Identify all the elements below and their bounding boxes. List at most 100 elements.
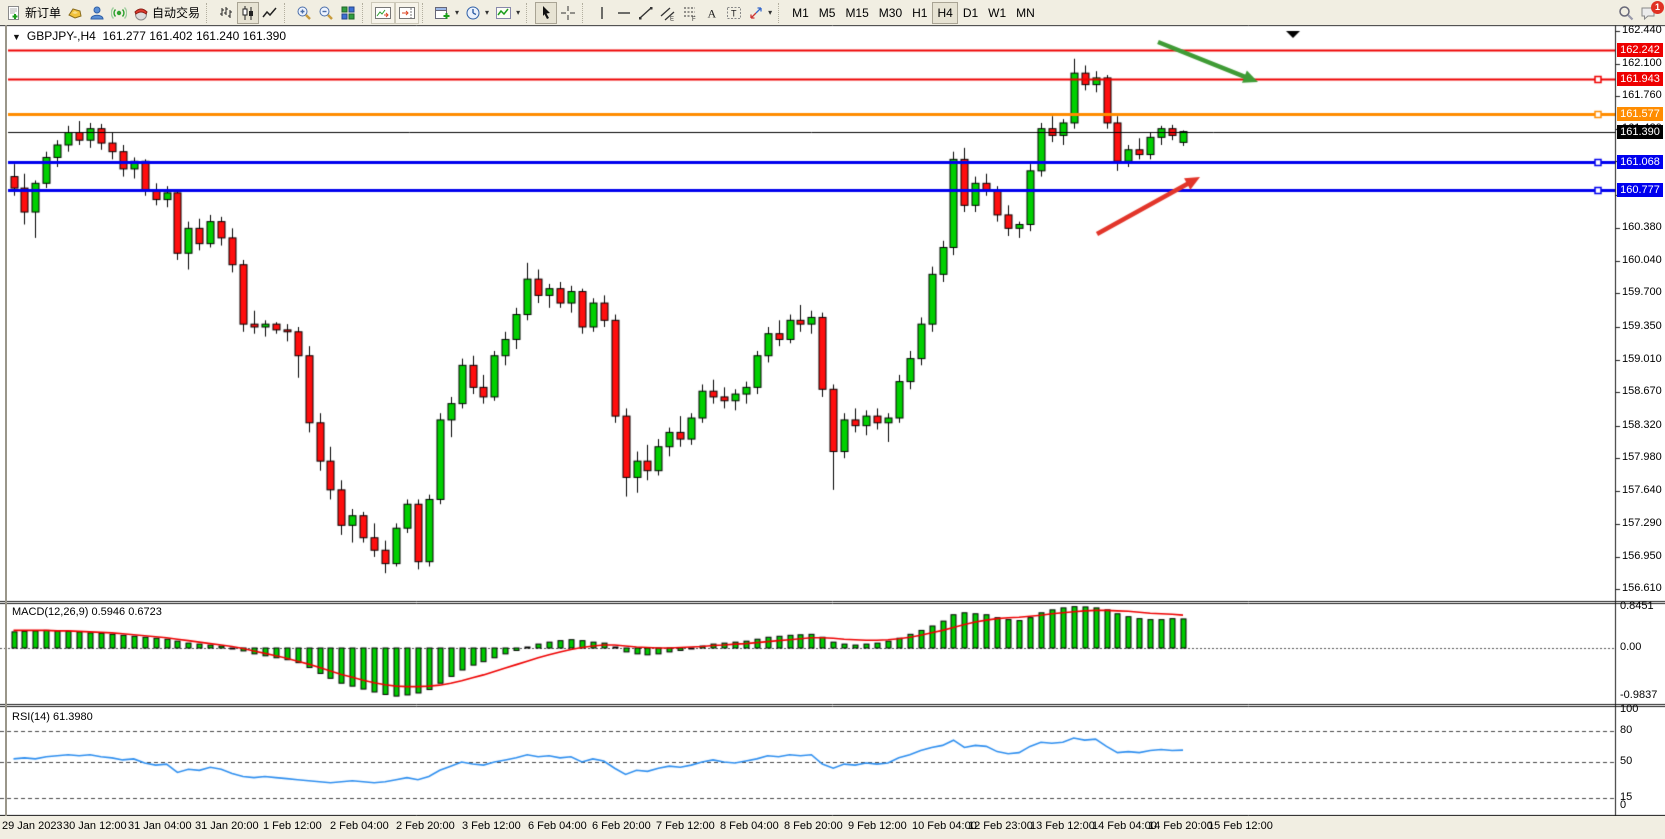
date-label: 9 Feb 12:00 xyxy=(848,820,907,832)
timeframe-m5-button[interactable]: M5 xyxy=(814,2,841,24)
chevron-down-icon: ▾ xyxy=(516,8,521,17)
macd-axis-label: -0.9837 xyxy=(1620,689,1658,702)
price-level-badge: 161.943 xyxy=(1617,71,1663,86)
svg-text:A: A xyxy=(708,6,717,20)
price-tick-label: 159.700 xyxy=(1622,286,1662,299)
autotrading-label: 自动交易 xyxy=(152,6,201,20)
arrows-tool-icon xyxy=(748,5,764,21)
vertical-line-button[interactable] xyxy=(591,2,613,24)
price-tick-label: 157.290 xyxy=(1622,517,1662,530)
signals-button[interactable] xyxy=(108,2,130,24)
tile-windows-button[interactable] xyxy=(337,2,359,24)
cursor-icon xyxy=(538,5,554,21)
auto-scroll-button[interactable] xyxy=(371,1,396,24)
text-button[interactable]: A xyxy=(701,2,723,24)
timeframe-d1-button[interactable]: D1 xyxy=(958,2,983,24)
chart-menu-toggle[interactable]: ▼ xyxy=(12,32,21,42)
date-label: 31 Jan 04:00 xyxy=(128,820,192,832)
svg-text:E: E xyxy=(670,16,674,21)
date-label: 10 Feb 04:00 xyxy=(912,820,977,832)
clock-icon xyxy=(465,5,481,21)
tile-windows-icon xyxy=(340,5,356,21)
date-label: 14 Feb 20:00 xyxy=(1148,820,1213,832)
notifications-button[interactable]: 1 xyxy=(1637,0,1664,24)
price-tick-label: 157.640 xyxy=(1622,483,1662,496)
timeframe-h1-button[interactable]: H1 xyxy=(907,2,932,24)
price-level-badge: 161.068 xyxy=(1617,155,1663,170)
date-label: 2 Feb 04:00 xyxy=(330,820,389,832)
bar-chart-icon xyxy=(218,5,234,21)
signal-icon xyxy=(111,5,128,21)
text-label-button[interactable]: T xyxy=(723,2,745,24)
rsi-axis-label: 100 xyxy=(1620,703,1639,715)
zoom-in-button[interactable] xyxy=(293,2,315,24)
crosshair-button[interactable] xyxy=(557,2,579,24)
text-icon: A xyxy=(704,5,720,21)
rsi-axis-label: 50 xyxy=(1620,755,1633,767)
horizontal-line-button[interactable] xyxy=(613,2,635,24)
new-order-button[interactable]: 新订单 xyxy=(3,2,64,24)
person-icon xyxy=(89,5,105,21)
autotrading-icon xyxy=(133,5,149,21)
new-chart-icon xyxy=(434,5,451,21)
bar-chart-button[interactable] xyxy=(215,2,237,24)
indicators-button[interactable]: ▾ xyxy=(492,2,523,24)
new-order-icon xyxy=(6,5,22,21)
date-label: 2 Feb 20:00 xyxy=(396,820,455,832)
zoom-out-icon xyxy=(318,5,334,21)
chart-shift-button[interactable] xyxy=(395,1,420,24)
equidistant-channel-button[interactable]: E xyxy=(657,2,679,24)
svg-text:F: F xyxy=(692,17,696,21)
rsi-indicator-label: RSI(14) 61.3980 xyxy=(12,711,93,723)
timeframe-m15-button[interactable]: M15 xyxy=(840,2,873,24)
toolbar-separator xyxy=(582,2,587,23)
timeframe-w1-button[interactable]: W1 xyxy=(983,2,1011,24)
date-label: 13 Feb 12:00 xyxy=(1030,820,1095,832)
macd-signal-value: 0.6723 xyxy=(128,606,162,618)
trendline-button[interactable] xyxy=(635,2,657,24)
line-chart-button[interactable] xyxy=(259,2,281,24)
macd-indicator-label: MACD(12,26,9) 0.5946 0.6723 xyxy=(12,606,162,618)
notification-badge: 1 xyxy=(1651,0,1664,14)
price-tick-label: 161.760 xyxy=(1622,89,1662,102)
line-chart-icon xyxy=(262,5,278,21)
macd-main-value: 0.5946 xyxy=(91,606,126,618)
new-chart-button[interactable]: ▾ xyxy=(431,2,462,24)
date-label: 12 Feb 23:00 xyxy=(968,820,1033,832)
timeframe-m1-button[interactable]: M1 xyxy=(787,2,814,24)
search-button[interactable] xyxy=(1615,2,1637,24)
new-order-label: 新订单 xyxy=(25,6,62,20)
indicators-icon xyxy=(495,5,512,21)
price-tick-label: 160.380 xyxy=(1622,221,1662,234)
window-left-edge xyxy=(5,25,7,839)
chart-ohlc-values: 161.277 161.402 161.240 161.390 xyxy=(102,29,287,43)
main-toolbar: 新订单 自动交易 xyxy=(0,0,1665,25)
arrows-tool-button[interactable]: ▾ xyxy=(745,2,775,24)
time-axis[interactable]: 29 Jan 2023 30 Jan 12:00 31 Jan 04:00 31 Ja… xyxy=(0,816,1665,839)
price-tick-label: 162.440 xyxy=(1622,23,1662,36)
timeframe-m30-button[interactable]: M30 xyxy=(874,2,907,24)
panel-splitter-rsi[interactable] xyxy=(0,703,1665,708)
cursor-button[interactable] xyxy=(535,1,558,24)
chevron-down-icon: ▾ xyxy=(455,8,460,17)
price-tick-label: 162.100 xyxy=(1622,56,1662,69)
panel-splitter-macd[interactable] xyxy=(0,600,1665,605)
candlestick-chart-button[interactable] xyxy=(237,1,260,24)
timeframe-h4-button[interactable]: H4 xyxy=(932,1,958,24)
chart-symbol-period: GBPJPY-,H4 xyxy=(26,29,96,43)
date-label: 1 Feb 12:00 xyxy=(263,820,322,832)
fibonacci-button[interactable]: F xyxy=(679,2,701,24)
chart-header: ▼ GBPJPY-,H4 161.277 161.402 161.240 161.… xyxy=(12,29,286,43)
profile-button[interactable] xyxy=(86,2,108,24)
autotrading-button[interactable]: 自动交易 xyxy=(130,2,203,24)
market-depth-button[interactable] xyxy=(64,2,86,24)
timeframe-mn-button[interactable]: MN xyxy=(1011,2,1040,24)
period-button[interactable]: ▾ xyxy=(462,2,492,24)
date-label: 29 Jan 2023 xyxy=(2,820,63,832)
date-label: 31 Jan 20:00 xyxy=(195,820,259,832)
price-tick-label: 159.350 xyxy=(1622,320,1662,332)
zoom-out-button[interactable] xyxy=(315,2,337,24)
toolbar-separator xyxy=(778,2,783,23)
price-axis[interactable]: 162.440162.100161.760161.420161.080160.7… xyxy=(1616,23,1665,815)
